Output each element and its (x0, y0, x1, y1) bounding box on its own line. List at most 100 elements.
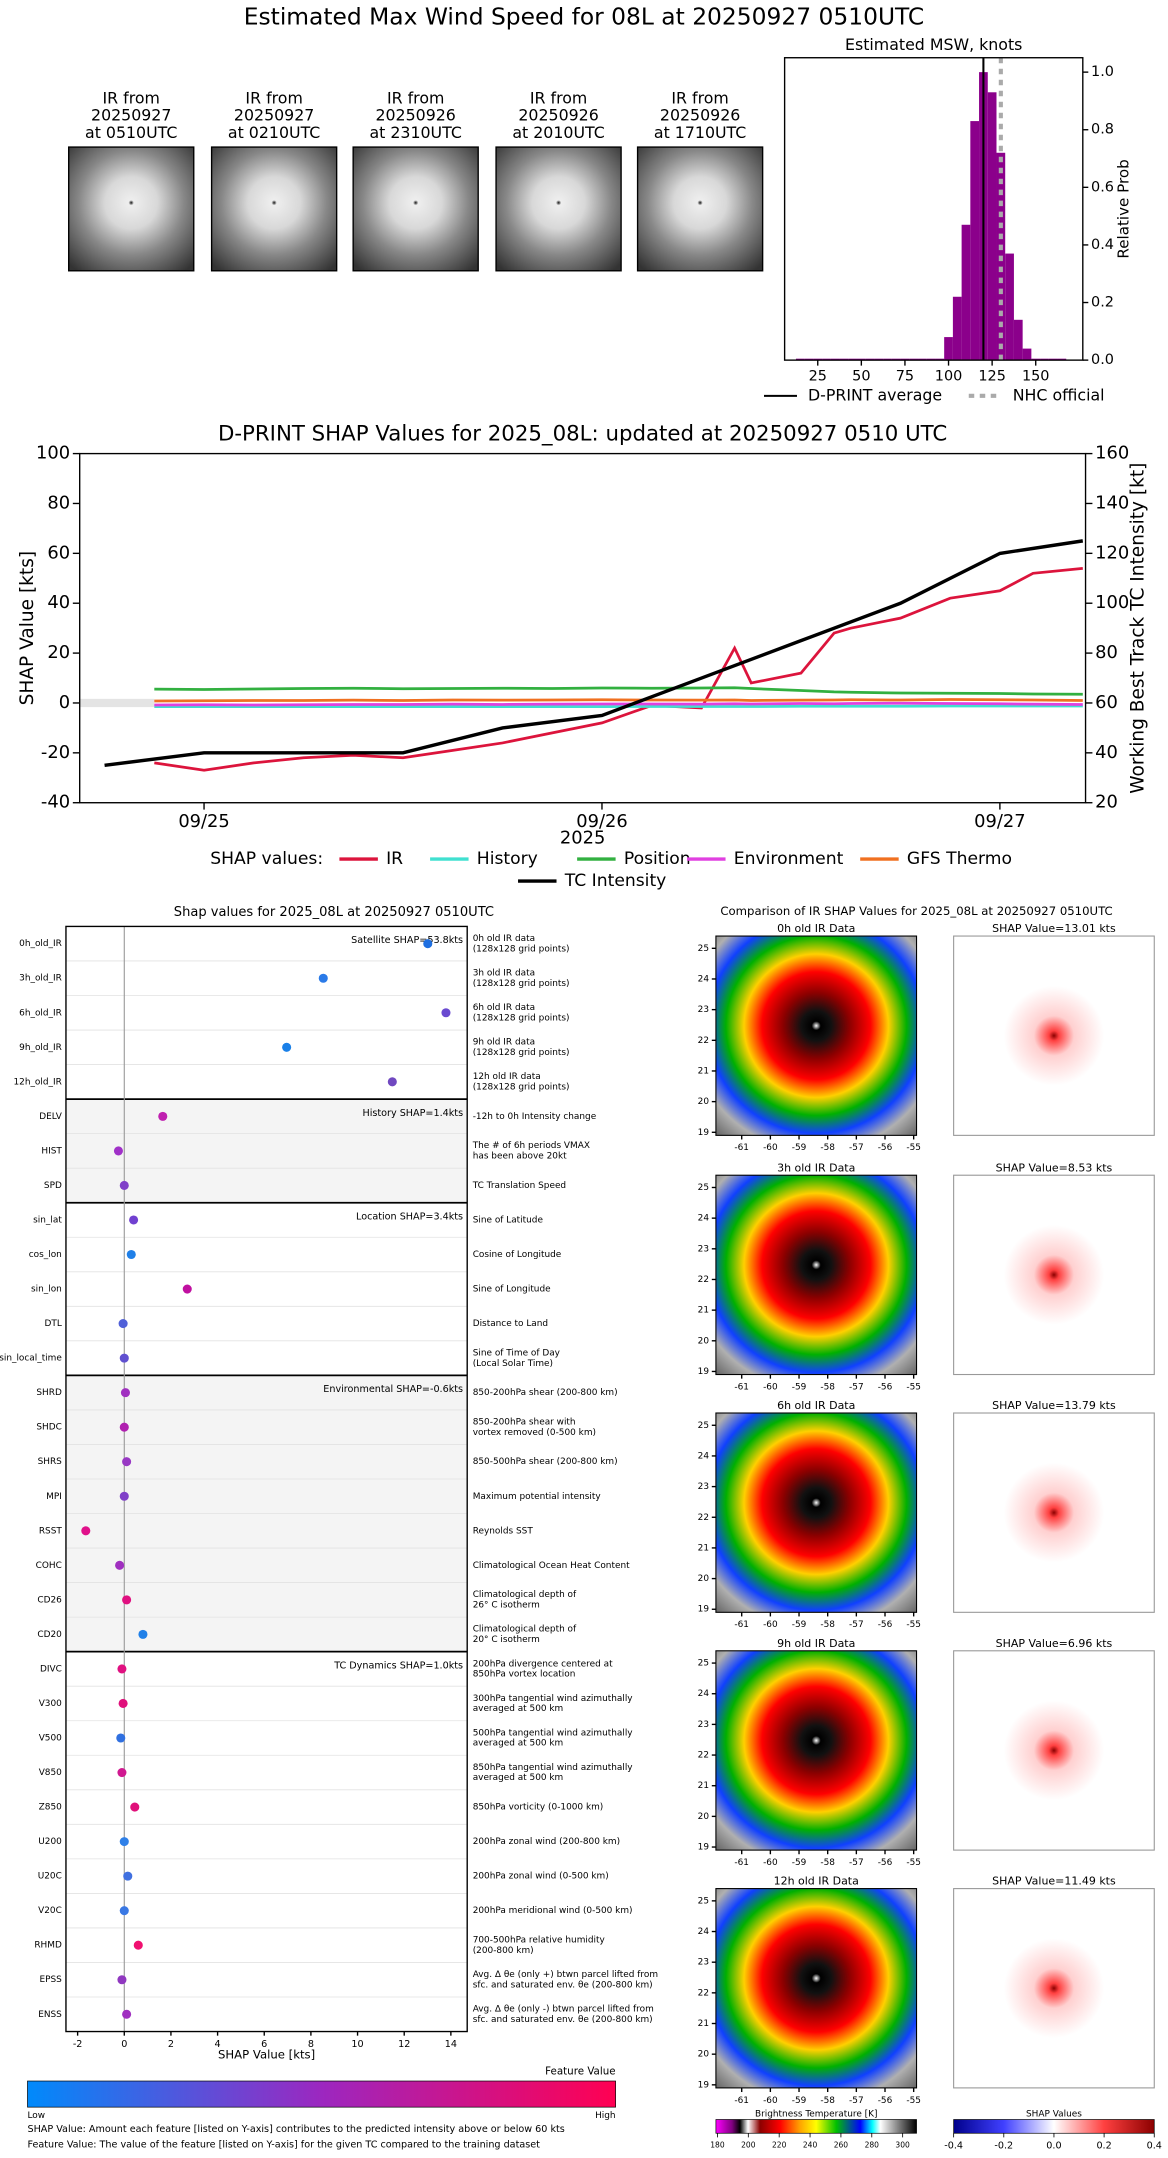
y-tick-label: -40 (41, 792, 70, 813)
x-tick-label: 100 (935, 369, 963, 385)
thumbnail-label: at 1710UTC (654, 123, 746, 142)
y-tick-label: 20 (698, 1574, 710, 1584)
y-tick-label: 22 (698, 1751, 709, 1761)
thumbnail-label: at 2310UTC (369, 123, 461, 142)
footnote: SHAP Value: Amount each feature [listed … (27, 2124, 564, 2135)
feature-description: 850hPa vorticity (0-1000 km) (473, 1803, 604, 1813)
feature-name: CD20 (37, 1630, 62, 1640)
shap-image (953, 1650, 1155, 1851)
bar (961, 224, 971, 361)
series-line (154, 698, 1083, 703)
feature-point (117, 1975, 127, 1985)
feature-description: Sine of Latitude (473, 1215, 544, 1225)
y-tick-label: 80 (47, 492, 70, 513)
feature-name: HIST (41, 1146, 62, 1156)
colorbar-tick-label: 240 (803, 2141, 818, 2150)
feature-name: 12h_old_IR (13, 1077, 61, 1087)
y-tick-label: 20 (47, 642, 70, 663)
y-axis-label: Relative Prob (1115, 159, 1133, 258)
x-tick-label: -58 (820, 1382, 835, 1392)
x-tick-label: 50 (852, 369, 870, 385)
x-tick-label: 09/26 (576, 811, 627, 832)
bar (865, 358, 875, 361)
y-tick-label: 24 (698, 1927, 710, 1937)
x-tick-label: -56 (878, 1620, 893, 1630)
bar (1031, 358, 1041, 361)
legend-label: History (477, 849, 538, 869)
feature-point (119, 1422, 129, 1432)
plot-frame (79, 452, 1087, 804)
x-tick-label: 10 (351, 2039, 363, 2050)
feature-name: DIVC (40, 1664, 62, 1674)
feature-point (117, 1767, 127, 1778)
feature-point (123, 1871, 133, 1881)
x-tick-label: -61 (734, 1382, 749, 1392)
y-tick-label: 0.2 (1091, 295, 1114, 311)
thumbnail-label: at 0510UTC (85, 123, 177, 142)
y-axis-label: SHAP Value [kts] (17, 551, 38, 705)
colorbar-tick-label: 0.4 (1147, 2141, 1162, 2152)
feature-name: V850 (39, 1768, 62, 1778)
thumbnail-label: at 2010UTC (512, 123, 604, 142)
y-tick-label: 21 (698, 2019, 709, 2029)
x-axis-label: SHAP Value [kts] (218, 2047, 315, 2061)
bar (1013, 319, 1023, 361)
x-tick-label: 09/27 (974, 811, 1025, 832)
feature-description: Sine of Longitude (473, 1285, 551, 1295)
colorbar-tick-label: 220 (772, 2141, 787, 2150)
x-tick-label: -55 (906, 1382, 921, 1392)
thumbnail-label: IR from (671, 88, 728, 107)
feature-description: 200hPa zonal wind (200-800 km) (473, 1837, 620, 1847)
x-tick-label: 2 (168, 2039, 174, 2050)
y-tick-label: 25 (698, 1421, 709, 1431)
feature-description: Distance to Land (473, 1319, 548, 1329)
feature-point (130, 1802, 140, 1812)
feature-description: averaged at 500 km (473, 1739, 564, 1749)
bar (926, 358, 936, 361)
x-tick-label: -56 (878, 1382, 893, 1392)
y-tick-label: 22 (698, 1513, 709, 1523)
feature-description: vortex removed (0-500 km) (473, 1428, 596, 1438)
colorbar (715, 2119, 917, 2134)
x-tick-label: 25 (809, 369, 827, 385)
feature-description: sfc. and saturated env. θe (200-800 km) (473, 2015, 653, 2025)
feature-point (120, 1388, 130, 1398)
shap-panel-title: SHAP Value=6.96 kts (996, 1637, 1113, 1650)
footnote: Feature Value: The value of the feature … (27, 2139, 540, 2150)
y-tick-label: 20 (698, 1097, 710, 1107)
x-tick-label: 09/25 (178, 811, 229, 832)
y-tick-label: 25 (698, 944, 709, 954)
x-tick-label: -58 (820, 1858, 835, 1868)
y-tick-label: 24 (698, 1214, 710, 1224)
bar (1057, 358, 1067, 361)
ir-thumbnail-image (210, 146, 338, 272)
y2-tick-label: 120 (1095, 542, 1129, 563)
feature-point (119, 1353, 129, 1363)
x-tick-label: 6 (261, 2039, 267, 2050)
feature-point (115, 1560, 125, 1570)
y-tick-label: 23 (698, 1958, 709, 1968)
y-tick-label: 20 (698, 1812, 710, 1822)
bar (987, 92, 997, 361)
y-tick-label: 60 (47, 542, 70, 563)
feature-name: Z850 (39, 1803, 62, 1813)
bar (883, 358, 892, 361)
y2-tick-label: 160 (1095, 443, 1129, 464)
x-tick-label: 14 (445, 2039, 457, 2050)
x-tick-label: -59 (792, 1620, 807, 1630)
y-tick-label: 22 (698, 1275, 709, 1285)
feature-description: 12h old IR data (473, 1072, 541, 1082)
feature-name: V300 (39, 1699, 62, 1709)
series-line (154, 686, 1083, 696)
feature-point (122, 2009, 132, 2019)
legend-label: Position (624, 849, 691, 869)
feature-point (122, 1595, 132, 1605)
y-tick-label: 21 (698, 1781, 709, 1791)
legend-label: IR (386, 849, 403, 869)
feature-name: sin_lat (33, 1215, 62, 1225)
feature-name: V20C (38, 1906, 62, 1916)
feature-point (122, 1457, 132, 1467)
colorbar-high: High (595, 2111, 616, 2121)
y-tick-label: 20 (698, 2050, 710, 2060)
